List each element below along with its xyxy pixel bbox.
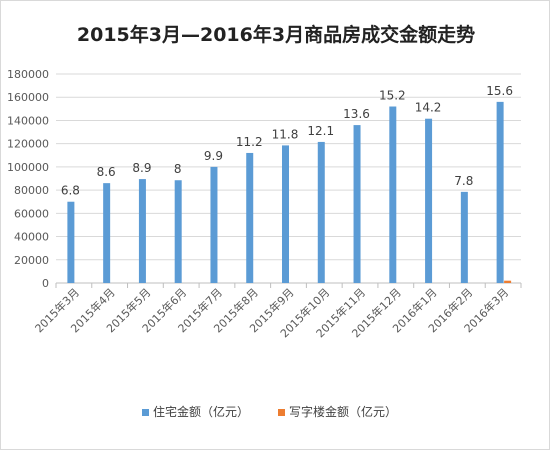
legend-swatch-office	[278, 409, 285, 416]
bar-residential	[210, 166, 218, 283]
data-label: 12.1	[307, 124, 334, 138]
legend-label-office: 写字楼金额（亿元）	[289, 404, 397, 419]
y-tick-label: 80000	[14, 184, 49, 197]
legend-swatch-residential	[142, 409, 149, 416]
data-label: 13.6	[343, 107, 370, 121]
data-label: 8.9	[132, 161, 151, 175]
y-tick-label: 40000	[14, 231, 49, 244]
bar-residential	[138, 179, 146, 283]
bar-residential	[174, 180, 182, 283]
bar-residential	[103, 183, 111, 283]
bar-residential	[460, 191, 468, 283]
y-tick-label: 100000	[7, 161, 49, 174]
data-label: 6.8	[61, 184, 80, 198]
bar-residential	[282, 145, 289, 283]
bar-residential	[389, 106, 397, 283]
data-label: 8	[174, 162, 182, 176]
y-tick-label: 160000	[7, 91, 49, 104]
bar-residential	[246, 152, 254, 283]
y-tick-label: 20000	[14, 254, 49, 267]
data-label: 8.6	[97, 165, 116, 179]
y-tick-label: 0	[42, 277, 49, 290]
data-label: 7.8	[454, 174, 473, 188]
bar-residential	[496, 101, 504, 283]
bar-residential	[67, 201, 75, 283]
y-tick-label: 180000	[7, 68, 49, 81]
data-label: 9.9	[204, 149, 223, 163]
legend-label-residential: 住宅金额（亿元）	[153, 404, 249, 419]
data-label: 11.8	[272, 127, 299, 141]
bar-residential	[425, 118, 433, 283]
data-label: 15.2	[379, 89, 406, 103]
y-tick-label: 120000	[7, 138, 49, 151]
y-tick-label: 60000	[14, 207, 49, 220]
data-label: 14.2	[415, 101, 442, 115]
data-label: 11.2	[236, 135, 263, 149]
bar-residential	[317, 141, 325, 283]
bar-office	[504, 280, 512, 283]
bar-residential	[353, 125, 361, 283]
y-tick-label: 140000	[7, 114, 49, 127]
data-label: 15.6	[486, 84, 513, 98]
chart-title: 2015年3月—2016年3月商品房成交金额走势	[77, 23, 475, 46]
